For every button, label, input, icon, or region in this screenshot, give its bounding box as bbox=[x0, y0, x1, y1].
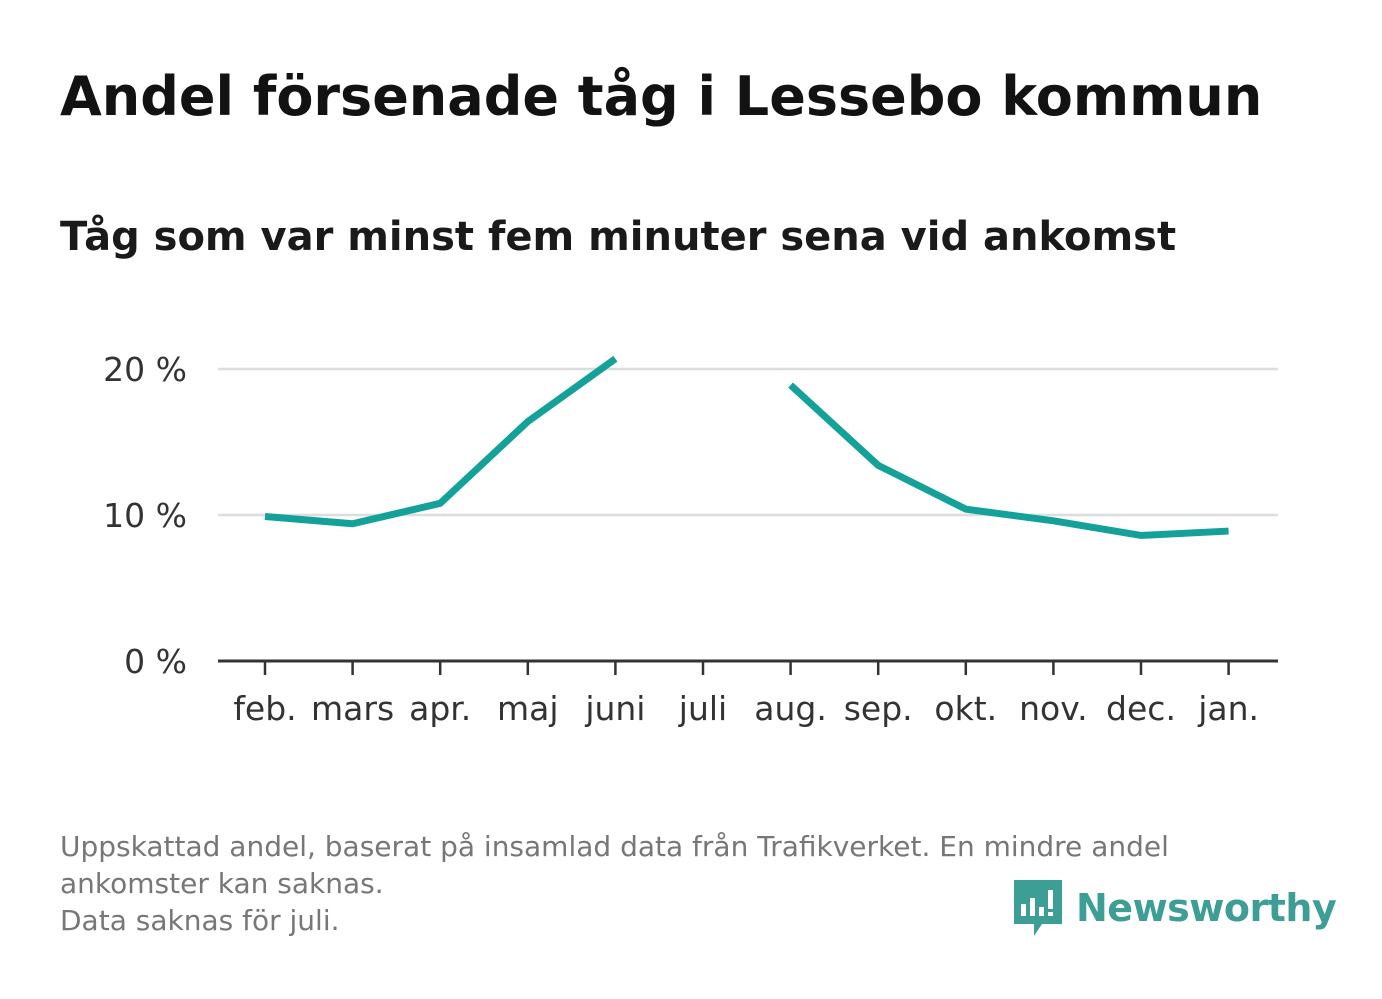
x-tick-label: dec. bbox=[1106, 689, 1176, 728]
chart-title: Andel försenade tåg i Lessebo kommun bbox=[60, 65, 1263, 128]
line-chart: 0 % 10 % 20 % feb. mars apr. maj juni juli aug. s… bbox=[103, 350, 1278, 728]
x-tick-label: juli bbox=[678, 689, 727, 728]
footnote-line-3: Data saknas för juli. bbox=[60, 903, 340, 937]
series-line bbox=[788, 382, 1229, 539]
y-axis-labels: 0 % 10 % 20 % bbox=[103, 350, 187, 681]
brand-name: Newsworthy bbox=[1076, 886, 1337, 930]
series-line bbox=[264, 355, 618, 528]
x-tick-label: aug. bbox=[754, 689, 827, 728]
x-tick-label: jan. bbox=[1197, 689, 1259, 728]
x-tick-label: juni bbox=[584, 689, 645, 728]
x-tick-label: maj bbox=[497, 689, 559, 728]
x-tick-label: apr. bbox=[409, 689, 471, 728]
y-tick-label: 20 % bbox=[103, 350, 187, 389]
x-tick-label: okt. bbox=[934, 689, 997, 728]
x-axis-labels: feb. mars apr. maj juni juli aug. sep. okt. nov. d… bbox=[233, 689, 1259, 728]
footnote-line-2: ankomster kan saknas. bbox=[60, 866, 384, 900]
grid-lines bbox=[218, 367, 1278, 517]
newsworthy-logo-icon bbox=[1014, 880, 1062, 936]
brand-logo: Newsworthy bbox=[1012, 878, 1337, 938]
series-lines bbox=[264, 355, 1229, 539]
y-tick-label: 10 % bbox=[103, 496, 187, 535]
x-tick-label: mars bbox=[311, 689, 394, 728]
x-tick-label: sep. bbox=[844, 689, 913, 728]
x-tick-label: nov. bbox=[1019, 689, 1088, 728]
y-tick-label: 0 % bbox=[124, 642, 187, 681]
chart-subtitle: Tåg som var minst fem minuter sena vid a… bbox=[60, 214, 1177, 260]
footnote-line-1: Uppskattad andel, baserat på insamlad da… bbox=[60, 830, 1169, 863]
footnote: Uppskattad andel, baserat på insamlad da… bbox=[60, 829, 1310, 940]
x-axis bbox=[218, 659, 1278, 675]
x-tick-label: feb. bbox=[233, 689, 296, 728]
